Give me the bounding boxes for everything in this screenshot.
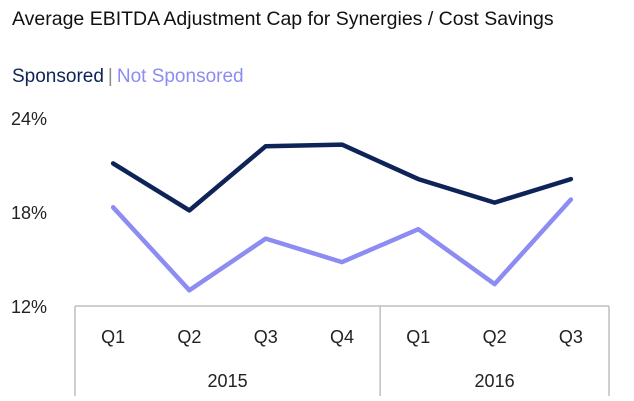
legend-not-sponsored: Not Sponsored [116, 66, 244, 87]
x-tick-label: Q2 [483, 327, 507, 347]
x-group-label: 2015 [208, 371, 248, 391]
y-tick-label: 12% [11, 297, 47, 317]
x-group-label: 2016 [475, 371, 515, 391]
x-tick-label: Q2 [177, 327, 201, 347]
series-line-not-sponsored [110, 197, 574, 293]
legend-sponsored: Sponsored [12, 66, 104, 87]
chart-title: Average EBITDA Adjustment Cap for Synerg… [12, 8, 554, 30]
x-tick-label: Q4 [330, 327, 354, 347]
y-tick-label: 24% [11, 109, 47, 129]
x-tick-label: Q3 [559, 327, 583, 347]
legend: Sponsored | Not Sponsored [12, 66, 244, 88]
legend-separator: | [107, 66, 113, 87]
x-tick-label: Q3 [254, 327, 278, 347]
y-tick-label: 18% [11, 203, 47, 223]
x-tick-label: Q1 [406, 327, 430, 347]
x-tick-label: Q1 [101, 327, 125, 347]
series-line-sponsored [110, 142, 574, 213]
